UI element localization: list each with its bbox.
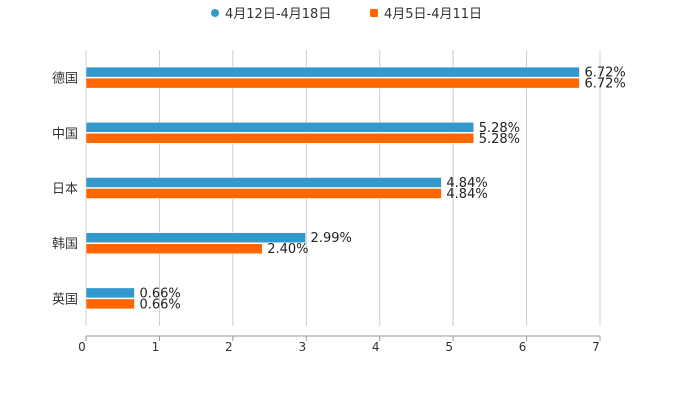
data-label: 2.99% bbox=[311, 231, 352, 246]
data-label: 0.66% bbox=[139, 286, 180, 301]
x-tick-label: 3 bbox=[298, 340, 306, 354]
x-tick-label: 5 bbox=[445, 340, 453, 354]
legend-label: 4月5日-4月11日 bbox=[384, 7, 482, 22]
category-label: 德国 bbox=[52, 72, 78, 87]
legend-label: 4月12日-4月18日 bbox=[225, 7, 331, 22]
bar-apr12-18 bbox=[85, 122, 474, 133]
x-tick-label: 4 bbox=[372, 340, 380, 354]
bar-apr5-11 bbox=[85, 298, 135, 310]
bar-apr12-18 bbox=[85, 66, 580, 78]
x-tick-label: 6 bbox=[519, 340, 527, 354]
data-label: 2.40% bbox=[267, 242, 308, 257]
category-label: 中国 bbox=[52, 127, 78, 142]
bar-apr5-11 bbox=[85, 188, 442, 199]
bar-apr5-11 bbox=[85, 77, 580, 89]
data-label: 0.66% bbox=[139, 297, 180, 312]
x-tick-label: 0 bbox=[78, 340, 86, 354]
x-tick-label: 1 bbox=[152, 340, 160, 354]
category-label: 韩国 bbox=[52, 237, 78, 252]
data-label: 4.84% bbox=[446, 176, 487, 191]
data-label: 5.28% bbox=[479, 121, 520, 136]
bar-apr12-18 bbox=[85, 287, 135, 299]
data-label: 6.72% bbox=[584, 66, 625, 81]
legend-marker-circle bbox=[211, 9, 219, 17]
legend-marker-square bbox=[370, 9, 378, 17]
data-label: 4.84% bbox=[446, 187, 487, 202]
x-tick-label: 7 bbox=[592, 340, 600, 354]
bar-apr5-11 bbox=[85, 243, 263, 254]
bar-apr12-18 bbox=[85, 232, 306, 243]
bar-apr5-11 bbox=[85, 133, 474, 144]
category-label: 日本 bbox=[52, 182, 78, 197]
data-label: 6.72% bbox=[584, 77, 625, 92]
data-label: 5.28% bbox=[479, 132, 520, 147]
bar-apr12-18 bbox=[85, 177, 442, 188]
category-label: 英国 bbox=[52, 292, 78, 307]
x-tick-label: 2 bbox=[225, 340, 233, 354]
